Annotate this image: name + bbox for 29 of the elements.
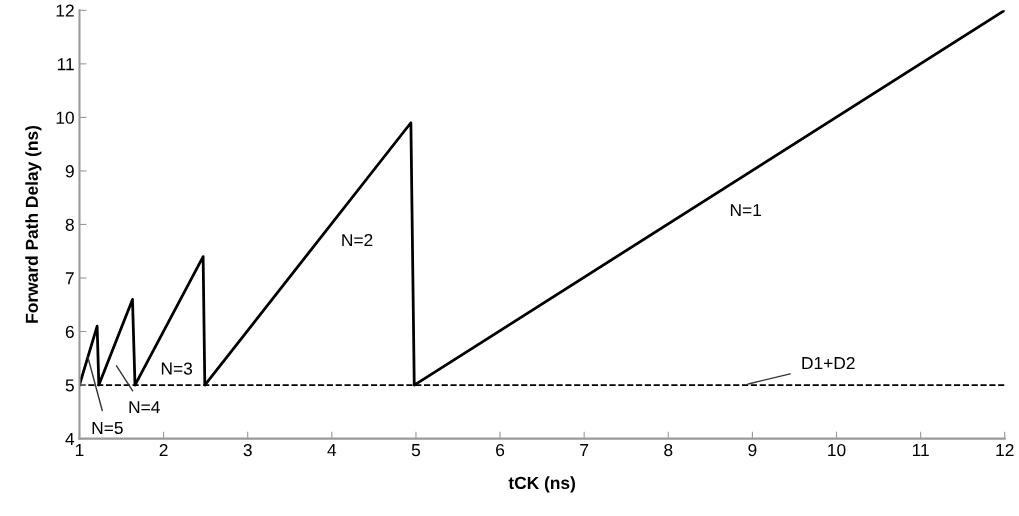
y-tick-label: 10 bbox=[56, 111, 74, 124]
x-tick-label: 4 bbox=[327, 444, 337, 457]
annotation: N=2 bbox=[342, 233, 373, 247]
y-axis-title: Forward Path Delay (ns) bbox=[25, 125, 42, 323]
x-tick-label: 2 bbox=[159, 443, 168, 457]
annotation: D1+D2 bbox=[802, 356, 855, 370]
annotation: N=3 bbox=[161, 362, 193, 375]
y-tick-label: 6 bbox=[65, 325, 74, 338]
x-tick-label: 8 bbox=[664, 443, 673, 457]
x-tick-label: 7 bbox=[580, 444, 589, 457]
annotation: N=1 bbox=[730, 204, 761, 217]
y-tick-label: 9 bbox=[65, 165, 74, 178]
y-tick-label: 5 bbox=[65, 379, 74, 392]
y-tick-label: 4 bbox=[65, 432, 75, 445]
x-tick-label: 12 bbox=[996, 443, 1014, 457]
annotation: N=5 bbox=[92, 421, 123, 435]
x-tick-label: 1 bbox=[75, 444, 84, 457]
annotation: N=4 bbox=[129, 401, 160, 414]
y-tick-label: 8 bbox=[65, 218, 74, 231]
x-tick-label: 5 bbox=[411, 444, 421, 457]
y-tick-label: 11 bbox=[57, 58, 74, 71]
x-tick-label: 9 bbox=[748, 443, 757, 457]
x-tick-label: 11 bbox=[912, 444, 929, 457]
x-tick-label: 6 bbox=[496, 443, 505, 457]
y-tick-label: 12 bbox=[56, 4, 74, 17]
y-tick-label: 7 bbox=[65, 272, 74, 285]
x-tick-label: 3 bbox=[243, 443, 252, 457]
x-axis-title: tCK (ns) bbox=[508, 476, 575, 493]
x-tick-label: 10 bbox=[828, 443, 846, 457]
